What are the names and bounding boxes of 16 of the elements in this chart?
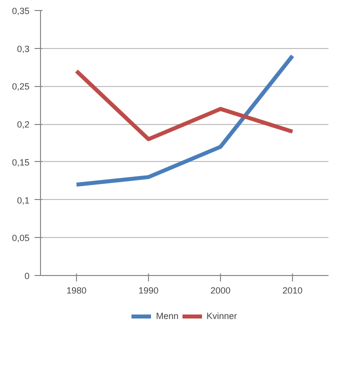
y-tick-label: 0,15 (12, 157, 30, 168)
x-tick-label: 2010 (282, 286, 303, 296)
line-series (74, 54, 294, 187)
x-tick-label: 1990 (138, 286, 159, 296)
y-tick-label: 0,1 (16, 195, 30, 206)
y-tick-label: 0 (24, 271, 30, 281)
y-tick-label: 0,3 (16, 44, 30, 54)
y-tick-label: 0,35 (12, 6, 30, 16)
legend-label: Kvinner (206, 311, 238, 321)
line-series (74, 69, 294, 142)
y-tick-label: 0,25 (12, 82, 30, 92)
x-tick-label: 2000 (210, 286, 231, 296)
y-tick-label: 0,05 (12, 233, 30, 244)
x-tick-label: 1980 (66, 286, 87, 296)
legend-label: Menn (156, 311, 178, 321)
y-tick-label: 0,2 (16, 120, 30, 130)
